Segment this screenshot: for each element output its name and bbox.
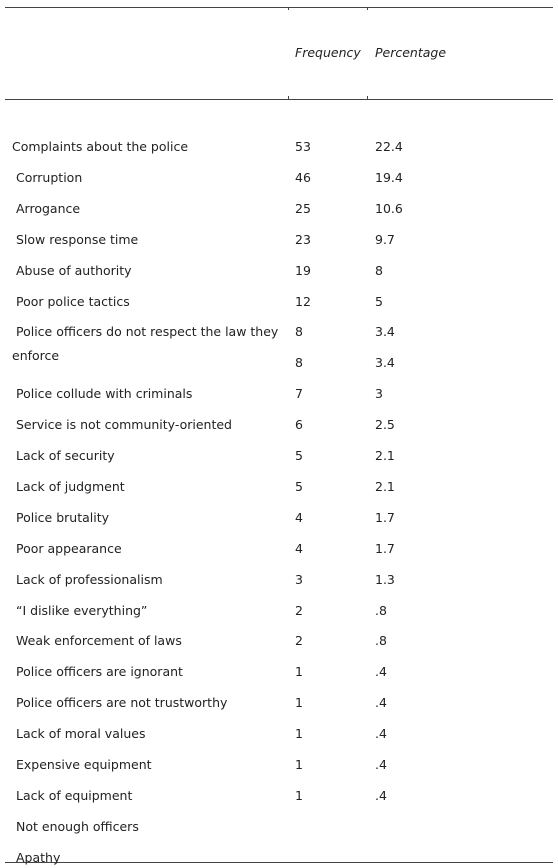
row-label: Weak enforcement of laws — [16, 633, 182, 649]
row-label: Lack of professionalism — [16, 571, 163, 587]
column-tick — [367, 7, 368, 10]
row-label: enforce — [12, 348, 60, 364]
percentage-cell: .4 — [375, 726, 387, 742]
row-label: Police brutality — [16, 509, 110, 525]
row-label: Lack of moral values — [16, 726, 146, 742]
percentage-cell: 8 — [375, 262, 383, 278]
row-label: Police officers do not respect the law t… — [16, 324, 279, 340]
frequency-cell: 19 — [295, 262, 311, 278]
column-tick — [288, 7, 289, 10]
frequency-cell: 7 — [295, 386, 303, 402]
row-label: Poor police tactics — [16, 293, 130, 309]
percentage-cell: 3 — [375, 386, 383, 402]
row-label: Police officers are ignorant — [16, 664, 183, 680]
row-label: Corruption — [16, 169, 83, 185]
frequency-cell: 6 — [295, 417, 303, 433]
frequency-cell: 1 — [295, 787, 303, 803]
percentage-cell: .4 — [375, 787, 387, 803]
frequency-cell: 46 — [295, 169, 311, 185]
column-tick — [367, 96, 368, 99]
percentage-cell: .8 — [375, 602, 387, 618]
frequency-cell: 8 — [295, 324, 303, 340]
percentage-cell: 1.3 — [375, 571, 395, 587]
percentage-cell: .8 — [375, 633, 387, 649]
column-tick — [288, 96, 289, 99]
row-label: Arrogance — [16, 200, 81, 216]
frequency-cell: 23 — [295, 231, 311, 247]
percentage-cell: .4 — [375, 664, 387, 680]
percentage-cell: 3.4 — [375, 324, 395, 340]
percentage-cell: 3.4 — [375, 355, 395, 371]
row-label: Service is not community-oriented — [16, 417, 232, 433]
row-label: Expensive equipment — [16, 757, 152, 772]
percentage-cell: 5 — [375, 293, 383, 309]
frequency-cell: 1 — [295, 757, 303, 772]
percentage-cell: 2.1 — [375, 478, 395, 494]
percentage-cell: 9.7 — [375, 231, 395, 247]
frequency-cell: 3 — [295, 571, 303, 587]
frequency-cell: 8 — [295, 355, 303, 371]
percentage-cell: .4 — [375, 695, 387, 711]
row-label: Lack of equipment — [16, 787, 133, 803]
row-label: Police officers are not trustworthy — [16, 695, 228, 711]
frequency-cell: 12 — [295, 293, 311, 309]
frequency-cell: 25 — [295, 200, 311, 216]
frequency-cell: 1 — [295, 695, 303, 711]
percentage-cell: 22.4 — [375, 139, 403, 154]
row-label: Lack of judgment — [16, 478, 125, 494]
header-cell: Percentage — [375, 45, 447, 60]
frequency-cell: 4 — [295, 540, 303, 556]
top-rule — [5, 7, 553, 8]
header-rule — [5, 99, 553, 100]
frequency-cell: 2 — [295, 602, 303, 618]
percentage-cell: 2.1 — [375, 448, 395, 463]
row-label: Apathy — [16, 849, 61, 865]
percentage-cell: 2.5 — [375, 417, 395, 433]
row-label: Not enough officers — [16, 818, 139, 834]
header-cell: Frequency — [295, 45, 361, 60]
frequency-cell: 1 — [295, 664, 303, 680]
row-label: Lack of security — [16, 448, 115, 463]
row-label: “I dislike everything” — [16, 602, 148, 618]
percentage-cell: 19.4 — [375, 169, 403, 185]
frequency-cell: 4 — [295, 509, 303, 525]
row-label: Complaints about the police — [12, 139, 189, 154]
row-label: Police collude with criminals — [16, 386, 193, 402]
bottom-rule — [5, 862, 553, 863]
percentage-cell: 1.7 — [375, 509, 395, 525]
frequency-cell: 5 — [295, 448, 303, 463]
frequency-cell: 53 — [295, 139, 311, 154]
percentage-cell: 10.6 — [375, 200, 403, 216]
percentage-cell: 1.7 — [375, 540, 395, 556]
row-label: Poor appearance — [16, 540, 122, 556]
frequency-cell: 5 — [295, 478, 303, 494]
row-label: Abuse of authority — [16, 262, 132, 278]
row-label: Slow response time — [16, 231, 139, 247]
percentage-cell: .4 — [375, 757, 387, 772]
frequency-cell: 2 — [295, 633, 303, 649]
frequency-cell: 1 — [295, 726, 303, 742]
